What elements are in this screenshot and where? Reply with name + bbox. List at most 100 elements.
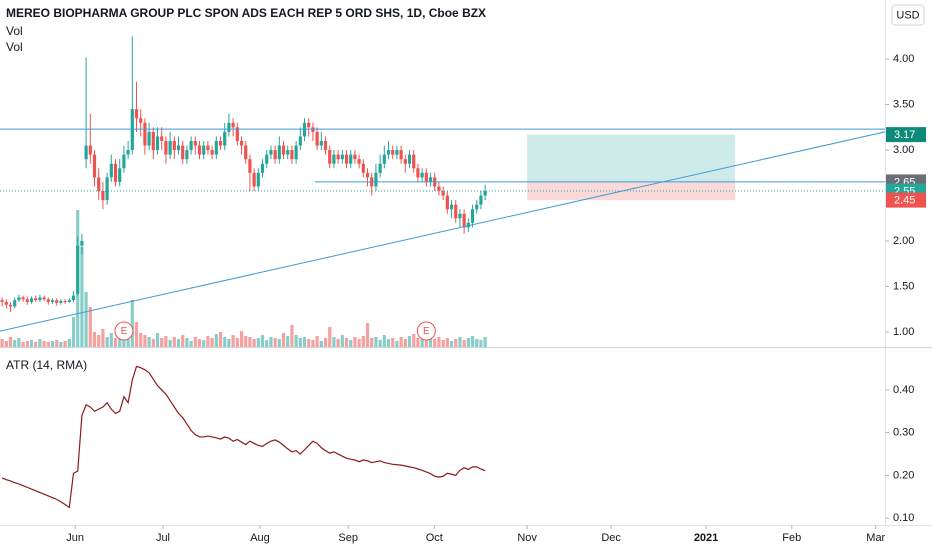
candle-body [118, 168, 122, 182]
x-tick-label: Mar [866, 532, 885, 544]
candle-body [323, 140, 328, 151]
volume-bar [227, 339, 231, 347]
volume-bar [349, 340, 353, 347]
candle-body [437, 186, 441, 192]
volume-bar [134, 322, 139, 347]
candle-body [55, 300, 59, 303]
volume-bar [403, 339, 407, 347]
y-tick-label: 1.00 [893, 326, 914, 338]
currency-label[interactable]: USD [896, 9, 919, 21]
volume-bar [50, 341, 55, 347]
volume-bar [273, 338, 277, 347]
candle-body [332, 154, 336, 164]
volume-bar [319, 341, 323, 347]
volume-bar [25, 341, 29, 347]
candle-body [105, 177, 109, 201]
candle-body [449, 204, 454, 210]
y-tick-label: 3.50 [893, 99, 914, 111]
candle-body [470, 209, 475, 223]
volume-bar [193, 337, 197, 347]
candle-body [13, 300, 17, 307]
x-tick-label: Feb [782, 532, 801, 544]
volume-bar [470, 336, 475, 347]
candle-body [101, 191, 105, 201]
volume-bar [298, 338, 302, 347]
candle-body [269, 150, 273, 155]
candle-body [193, 140, 197, 146]
candle-body [407, 154, 412, 164]
volume-bar [449, 341, 454, 347]
volume-bar [4, 341, 8, 347]
candle-body [361, 163, 365, 173]
volume-bar [281, 333, 286, 347]
volume-bar [218, 332, 223, 347]
candle-body [218, 140, 223, 146]
candle-body [206, 145, 210, 151]
volume-bar [391, 338, 395, 347]
volume-bar [416, 338, 420, 347]
candle-body [298, 136, 302, 146]
price-label-box [886, 192, 926, 208]
candle-body [399, 150, 403, 160]
volume-bar [139, 333, 143, 347]
volume-bar [294, 335, 298, 347]
candle-body [92, 154, 97, 178]
candle-body [134, 109, 139, 119]
candle-body [277, 145, 281, 160]
volume-bar [256, 338, 260, 347]
x-tick-label: Oct [426, 532, 443, 544]
volume-bar [340, 335, 344, 347]
candle-body [172, 140, 176, 151]
volume-bar [265, 340, 269, 347]
volume-bar [239, 331, 244, 347]
candle-body [349, 154, 353, 164]
volume-bar [395, 341, 399, 347]
volume-bar [290, 325, 294, 347]
earnings-label: E [423, 326, 430, 337]
volume-bar [252, 339, 256, 347]
x-tick-label: Jul [156, 532, 170, 544]
candle-body [391, 150, 395, 155]
candle-body [59, 301, 63, 303]
volume-bar [374, 337, 378, 347]
candle-body [386, 150, 391, 155]
volume-bar [332, 337, 336, 347]
volume-bar [164, 336, 168, 347]
candle-body [420, 172, 424, 178]
volume-bar [361, 336, 365, 347]
candle-body [21, 297, 25, 300]
y-tick-label: 0.10 [893, 512, 914, 524]
currency-button[interactable] [891, 4, 925, 26]
volume-bar [466, 338, 470, 347]
volume-bar [483, 337, 487, 347]
volume-bar [176, 339, 181, 347]
volume-bar [206, 336, 210, 347]
candle-body [424, 172, 428, 182]
volume-bar [407, 336, 412, 347]
candle-body [202, 145, 206, 155]
atr-title: ATR (14, RMA) [6, 358, 87, 372]
volume-bar [286, 336, 290, 347]
candle-body [328, 150, 332, 164]
candle-body [139, 118, 143, 123]
candle-body [38, 297, 42, 301]
volume-bar [8, 337, 13, 347]
candle-body [319, 140, 323, 146]
volume-bar [155, 333, 160, 347]
volume-bar [315, 336, 319, 347]
candle-body [382, 154, 386, 164]
candle-body [151, 131, 155, 151]
volume-bar [475, 339, 479, 347]
volume-bar [160, 338, 164, 347]
volume-bar [382, 335, 386, 347]
candle-body [0, 300, 4, 302]
price-label-box [886, 127, 926, 143]
volume-bar [84, 292, 88, 347]
volume-bar [311, 340, 315, 347]
volume-bar [189, 341, 193, 347]
candle-body [63, 301, 67, 303]
y-tick-label: 0.40 [893, 384, 914, 396]
volume-bar [231, 335, 235, 347]
